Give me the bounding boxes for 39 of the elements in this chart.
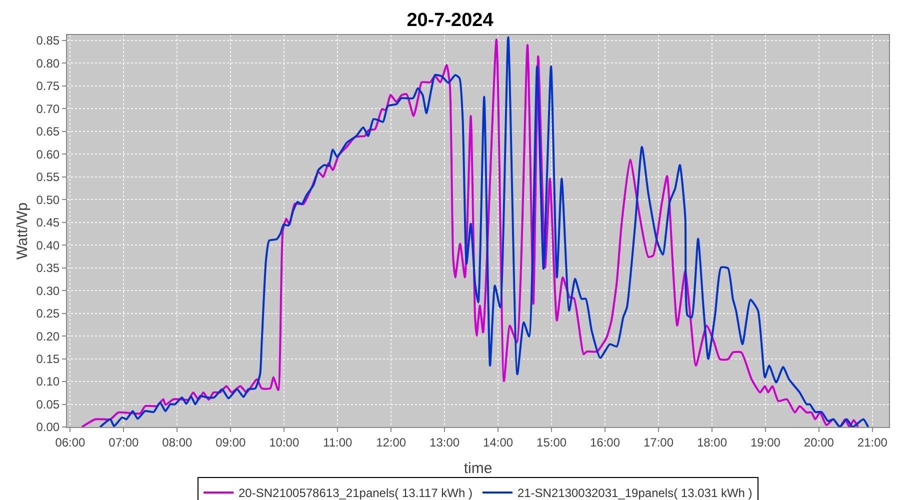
y-tick-label: 0.85	[36, 34, 60, 48]
x-tick-label: 20:00	[804, 435, 834, 450]
x-tick-label: 19:00	[750, 435, 781, 450]
y-tick-label: 0.80	[36, 56, 60, 70]
y-tick-label: 0.45	[36, 216, 60, 230]
chart-title: 20-7-2024	[406, 10, 494, 31]
x-tick-label: 14:00	[483, 435, 514, 450]
x-tick-label: 06:00	[55, 435, 86, 450]
y-tick-label: 0.40	[36, 238, 60, 252]
x-tick-label: 08:00	[162, 435, 193, 450]
x-tick-label: 11:00	[323, 435, 353, 450]
y-tick-label: 0.50	[36, 192, 60, 207]
y-axis-title: Watt/Wp	[14, 202, 31, 260]
y-tick-label: 0.70	[36, 102, 60, 116]
legend-label: 21-SN2130032031_19panels( 13.031 kWh )	[517, 486, 752, 500]
x-tick-label: 12:00	[376, 435, 406, 450]
y-tick-label: 0.20	[36, 329, 60, 344]
y-tick-label: 0.05	[36, 397, 60, 412]
y-tick-label: 0.75	[36, 79, 60, 94]
x-tick-label: 17:00	[643, 435, 674, 450]
x-tick-label: 16:00	[590, 435, 620, 450]
y-tick-label: 0.55	[36, 170, 60, 184]
legend-label: 20-SN2100578613_21panels( 13.117 kWh )	[238, 486, 472, 500]
y-tick-label: 0.00	[36, 420, 60, 434]
y-tick-label: 0.35	[36, 261, 60, 276]
y-tick-label: 0.30	[36, 284, 60, 298]
y-tick-label: 0.65	[36, 124, 60, 139]
y-tick-label: 0.25	[36, 306, 60, 321]
x-tick-label: 21:00	[857, 435, 888, 450]
y-tick-label: 0.15	[36, 352, 60, 366]
y-tick-label: 0.60	[36, 147, 60, 162]
x-tick-label: 07:00	[108, 435, 140, 450]
y-tick-label: 0.10	[36, 374, 60, 389]
x-tick-label: 15:00	[536, 435, 567, 450]
x-tick-label: 13:00	[430, 435, 460, 450]
x-axis-title: time	[464, 460, 492, 477]
x-tick-label: 10:00	[269, 435, 300, 450]
x-tick-label: 09:00	[216, 435, 246, 450]
x-tick-label: 18:00	[696, 435, 728, 450]
